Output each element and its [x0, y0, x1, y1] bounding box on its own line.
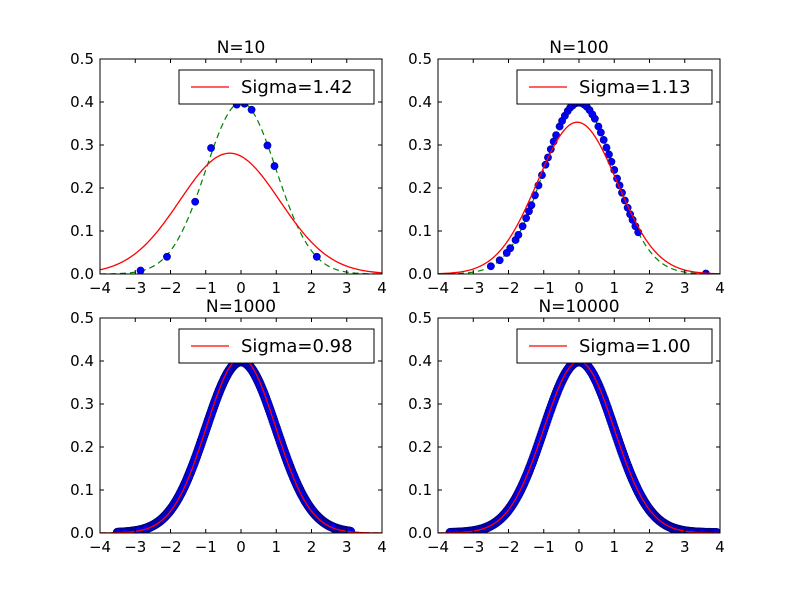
x-tick-label: 4 [715, 279, 725, 297]
y-tick-label: 0.2 [408, 179, 432, 197]
data-point [312, 252, 321, 261]
plot-content [100, 356, 382, 533]
y-tick-label: 0.2 [70, 179, 94, 197]
y-tick-label: 0.0 [70, 265, 94, 283]
legend-label: Sigma=1.42 [241, 77, 353, 98]
x-tick-label: 1 [609, 279, 619, 297]
y-tick-label: 0.5 [408, 50, 432, 68]
y-tick-label: 0.1 [408, 481, 432, 499]
subplot-title: N=10000 [538, 297, 619, 317]
x-tick-label: −3 [124, 538, 146, 556]
legend-label: Sigma=1.00 [579, 336, 691, 357]
legend: Sigma=1.13 [516, 69, 713, 105]
x-tick-label: 0 [574, 279, 584, 297]
data-point [263, 141, 272, 150]
y-tick-label: 0.0 [408, 524, 432, 542]
legend: Sigma=1.42 [178, 69, 375, 105]
data-point [590, 114, 599, 123]
x-tick-label: −4 [89, 279, 111, 297]
legend: Sigma=0.98 [178, 328, 375, 364]
x-tick-label: −3 [124, 279, 146, 297]
x-tick-label: 3 [680, 279, 690, 297]
x-tick-label: 2 [307, 279, 317, 297]
x-tick-label: −1 [195, 279, 217, 297]
subplot-title: N=100 [549, 38, 608, 58]
x-tick-label: −2 [159, 279, 181, 297]
y-tick-label: 0.5 [70, 50, 94, 68]
subplot-3: −4 −3 −2 −1 0 1 2 3 4 0.0 0.1 0.2 0.3 0.4 0.5 N=1000 Sig… [70, 297, 387, 556]
y-tick-label: 0.5 [408, 309, 432, 327]
y-tick-label: 0.5 [70, 309, 94, 327]
x-tick-label: −3 [462, 279, 484, 297]
fitted-gaussian-curve [438, 121, 720, 274]
x-tick-label: −4 [427, 538, 449, 556]
x-tick-label: 0 [236, 538, 246, 556]
y-tick-label: 0.4 [70, 93, 94, 111]
x-tick-label: 1 [609, 538, 619, 556]
y-tick-label: 0.3 [408, 136, 432, 154]
subplot-1: −4 −3 −2 −1 0 1 2 3 4 0.0 0.1 0.2 0.3 0.4 0.5 N=10 Sigma… [70, 38, 387, 297]
legend-label: Sigma=1.13 [579, 77, 691, 98]
data-point [506, 244, 515, 253]
data-point [495, 256, 504, 265]
x-tick-label: 1 [271, 279, 281, 297]
data-point [596, 128, 605, 137]
x-tick-label: 2 [307, 538, 317, 556]
data-point [599, 135, 608, 144]
x-tick-label: 0 [574, 538, 584, 556]
x-tick-label: −4 [89, 538, 111, 556]
data-point [136, 266, 145, 274]
y-tick-label: 0.3 [408, 395, 432, 413]
data-point [712, 529, 720, 533]
y-tick-label: 0.2 [70, 438, 94, 456]
y-tick-label: 0.0 [408, 265, 432, 283]
y-tick-label: 0.2 [408, 438, 432, 456]
x-tick-label: −1 [195, 538, 217, 556]
x-tick-label: 4 [377, 279, 387, 297]
y-tick-label: 0.3 [70, 395, 94, 413]
x-tick-label: −4 [427, 279, 449, 297]
x-tick-label: 4 [377, 538, 387, 556]
subplot-2: −4 −3 −2 −1 0 1 2 3 4 0.0 0.1 0.2 0.3 0.4 0.5 N=100 Sigm… [408, 38, 725, 297]
data-point [514, 230, 523, 239]
data-point [163, 252, 171, 261]
y-tick-label: 0.4 [70, 352, 94, 370]
legend: Sigma=1.00 [516, 328, 713, 364]
data-point [207, 144, 215, 152]
y-tick-label: 0.1 [408, 222, 432, 240]
data-point [270, 162, 279, 170]
y-tick-label: 0.3 [70, 136, 94, 154]
x-tick-label: −3 [462, 538, 484, 556]
data-point [518, 222, 527, 231]
y-tick-label: 0.0 [70, 524, 94, 542]
legend-label: Sigma=0.98 [241, 336, 353, 357]
y-tick-label: 0.1 [70, 222, 94, 240]
data-point [522, 214, 531, 222]
subplot-title: N=1000 [206, 297, 276, 317]
data-point [191, 197, 200, 206]
subplot-4: −4 −3 −2 −1 0 1 2 3 4 0.0 0.1 0.2 0.3 0.4 0.5 N=10000 Si… [408, 297, 725, 556]
subplot-title: N=10 [217, 38, 266, 58]
x-tick-label: 0 [236, 279, 246, 297]
x-tick-label: 2 [645, 279, 655, 297]
x-tick-label: 4 [715, 538, 725, 556]
data-point [602, 143, 611, 152]
x-tick-label: 3 [680, 538, 690, 556]
x-tick-label: 3 [342, 538, 352, 556]
x-tick-label: −2 [497, 538, 519, 556]
y-tick-label: 0.4 [408, 352, 432, 370]
y-tick-label: 0.1 [70, 481, 94, 499]
fitted-gaussian-curve [100, 152, 382, 274]
x-tick-label: 2 [645, 538, 655, 556]
data-point [247, 105, 256, 114]
x-tick-label: 3 [342, 279, 352, 297]
x-tick-label: −1 [533, 538, 555, 556]
x-tick-label: −1 [533, 279, 555, 297]
x-tick-label: −2 [159, 538, 181, 556]
x-tick-label: 1 [271, 538, 281, 556]
data-point [486, 262, 495, 271]
y-tick-label: 0.4 [408, 93, 432, 111]
x-tick-label: −2 [497, 279, 519, 297]
